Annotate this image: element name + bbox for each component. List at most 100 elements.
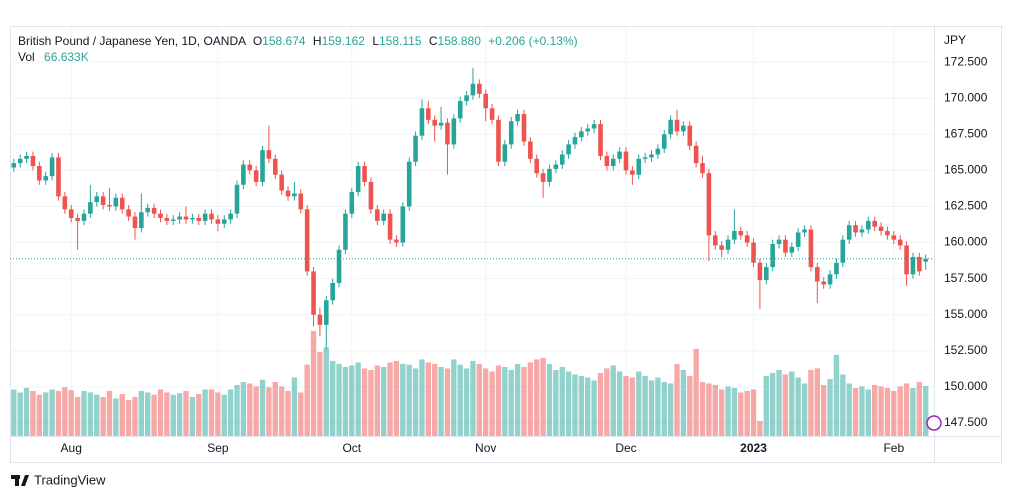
candle-body (617, 151, 622, 159)
volume-bar (776, 369, 782, 436)
candle-body (457, 101, 463, 119)
candle-body (738, 230, 744, 236)
alert-badge[interactable] (926, 415, 942, 431)
volume-bar (355, 362, 361, 436)
candle-body (37, 166, 42, 181)
candle-body (834, 262, 839, 275)
candle-body (866, 220, 871, 230)
legend-value: 159.162 (322, 34, 366, 48)
volume-bar (476, 363, 483, 436)
volume-bar (272, 381, 278, 436)
volume-bar (368, 369, 374, 436)
volume-bar (725, 386, 731, 436)
candle-body (630, 170, 635, 175)
volume-bar (502, 366, 508, 436)
candle-body (30, 155, 36, 167)
volume-bar (763, 375, 769, 436)
volume-bar (782, 374, 789, 436)
candle-body (330, 282, 335, 301)
y-tick-label: 152.500 (944, 343, 988, 357)
volume-bar (432, 363, 438, 436)
volume-bar (840, 374, 846, 436)
candle-body (502, 144, 508, 162)
candle-body (802, 229, 807, 233)
candle-body (464, 95, 469, 102)
volume-bar (514, 363, 521, 436)
candle-body (177, 216, 182, 220)
volume-bar (744, 390, 750, 436)
candle-body (559, 154, 565, 165)
candle-body (719, 245, 724, 250)
y-tick-label: 147.500 (944, 415, 988, 429)
candle-body (375, 209, 380, 221)
volume-bar (731, 387, 738, 436)
volume-bar (680, 369, 687, 436)
volume-bar (406, 364, 412, 436)
y-tick-label: 150.000 (944, 379, 988, 393)
volume-bar (11, 389, 17, 436)
candle-body (528, 141, 533, 159)
volume-key: Vol (18, 50, 35, 64)
candle-body (190, 218, 195, 220)
y-tick-label: 162.500 (944, 199, 988, 213)
candle-body (292, 193, 297, 197)
volume-bar (884, 387, 891, 436)
candle-body (521, 114, 527, 142)
volume-bar (132, 396, 138, 436)
volume-bar (227, 389, 234, 436)
volume-bar (145, 392, 151, 436)
volume-bar (342, 366, 349, 436)
volume-bar (23, 387, 30, 436)
volume-bar (718, 389, 725, 436)
volume-bar (559, 366, 565, 436)
candle-body (234, 184, 240, 214)
y-tick-label: 167.500 (944, 126, 988, 140)
y-tick-label: 170.000 (944, 90, 988, 104)
candle-body (183, 216, 189, 220)
volume-bar (444, 368, 451, 436)
volume-bar (846, 383, 852, 436)
volume-bar (891, 390, 897, 436)
candle-body (400, 206, 406, 243)
candle-body (846, 225, 852, 240)
volume-bar (769, 372, 776, 436)
candle-body (228, 213, 233, 220)
volume-bar (100, 396, 106, 436)
x-tick-label: Dec (615, 441, 636, 455)
candle-body (477, 83, 482, 94)
candle-body (113, 197, 119, 207)
volume-bar (304, 364, 310, 436)
candle-body (241, 164, 246, 185)
legend-value: 158.674 (262, 34, 306, 48)
volume-bar (916, 381, 923, 436)
volume-bar (202, 389, 208, 436)
candle-body (604, 155, 610, 167)
x-tick-label: Oct (342, 441, 361, 455)
price-pane (10, 67, 934, 350)
volume-bar (240, 381, 247, 436)
volume-bar (910, 387, 916, 436)
volume-bar (616, 371, 623, 436)
candle-body (795, 232, 801, 247)
volume-bar (387, 362, 393, 436)
volume-bar (463, 368, 470, 436)
volume-bar (278, 386, 285, 436)
candle-body (840, 239, 846, 263)
y-tick-label: 155.000 (944, 307, 988, 321)
candle-body (438, 122, 444, 126)
volume-bar (629, 377, 636, 436)
candle-body (572, 137, 578, 145)
logo-mark (15, 479, 19, 486)
volume-bar (693, 348, 699, 436)
volume-bar (470, 360, 476, 436)
y-tick-label: 172.500 (944, 54, 988, 68)
candle-body (419, 108, 425, 136)
candle-body (744, 235, 750, 243)
volume-bar (94, 394, 100, 436)
volume-bar (17, 392, 23, 436)
candle-body (470, 83, 476, 96)
candle-body (311, 271, 316, 315)
candle-body (547, 168, 552, 182)
candle-body (445, 122, 450, 145)
